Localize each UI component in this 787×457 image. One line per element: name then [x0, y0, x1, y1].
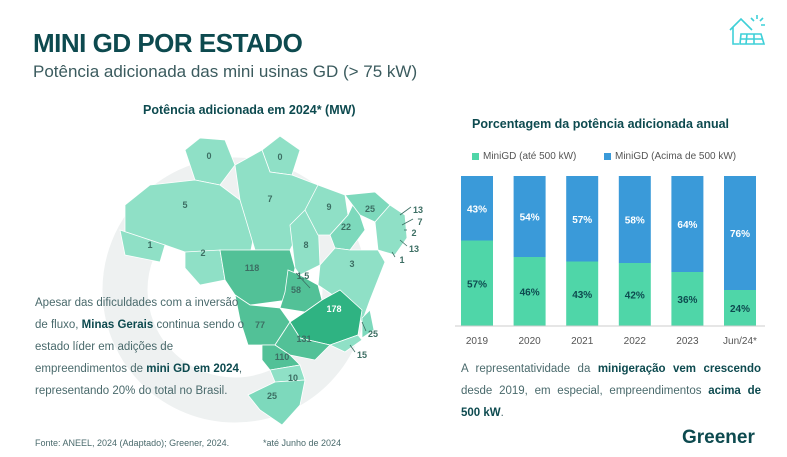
bar-label: 64% — [677, 220, 697, 231]
state-ro — [184, 249, 226, 286]
state-value-rr: 0 — [206, 151, 211, 161]
leader-line — [399, 239, 408, 247]
state-value-ap: 0 — [277, 152, 282, 162]
legend-label: MiniGD (até 500 kW) — [483, 151, 577, 162]
state-value-es: 25 — [368, 329, 378, 339]
page-subtitle: Potência adicionada das mini usinas GD (… — [33, 62, 418, 81]
x-tick-label: 2020 — [518, 336, 541, 347]
x-tick-label: 2023 — [676, 336, 699, 347]
state-es — [361, 309, 375, 339]
state-value-rs: 25 — [267, 391, 277, 401]
chart-title: Porcentagem da potência adicionada anual — [472, 117, 730, 131]
state-value-pi: 22 — [341, 222, 351, 232]
right-text-bold: minigeração vem crescendo — [597, 363, 762, 375]
bar-label: 43% — [467, 204, 487, 215]
bar-label: 46% — [520, 288, 540, 299]
state-value-am: 5 — [182, 200, 187, 210]
legend-label: MiniGD (Acima de 500 kW) — [615, 151, 737, 162]
state-value-pr: 110 — [275, 352, 290, 362]
state-value-se: 1 — [399, 255, 404, 265]
bar-large-5 — [724, 176, 756, 290]
bar-small-3 — [618, 263, 651, 326]
state-ba — [317, 247, 386, 323]
bar-label: 54% — [520, 213, 540, 224]
bar-large-1 — [513, 176, 546, 257]
right-text-part: desde 2019, em especial, empreendimentos — [461, 385, 709, 397]
source-note: Fonte: ANEEL, 2024 (Adaptado); Greener, … — [35, 438, 230, 448]
footnote: *até Junho de 2024 — [263, 438, 342, 448]
state-value-ac: 1 — [147, 240, 152, 250]
leader-line — [295, 272, 311, 289]
left-description: Apesar das dificuldades com a inversão d… — [35, 292, 245, 402]
legend-item-large: MiniGD (Acima de 500 kW) — [604, 151, 736, 162]
leader-line — [401, 218, 414, 226]
bar-large-4 — [671, 176, 704, 272]
legend-item-small: MiniGD (até 500 kW) — [472, 151, 576, 162]
stacked-bar-chart: 57% 43% 2019 46% 54% 2020 43% 57% 2021 42% 58% 2022… — [455, 176, 765, 347]
state-value-pb: 7 — [417, 217, 422, 227]
solar-house-icon — [729, 15, 766, 45]
page-title: MINI GD POR ESTADO — [33, 28, 303, 58]
state-value-ma: 9 — [326, 202, 331, 212]
bar-label: 43% — [572, 290, 592, 301]
x-tick-label: 2022 — [624, 336, 647, 347]
state-value-rn: 13 — [413, 205, 423, 215]
x-tick-label: Jun/24* — [723, 336, 757, 347]
state-value-mt: 118 — [245, 263, 260, 273]
state-value-sp: 131 — [296, 334, 311, 344]
bar-label: 24% — [730, 304, 750, 315]
bar-label: 36% — [677, 295, 697, 306]
state-rs — [247, 379, 306, 426]
bar-label: 57% — [572, 215, 592, 226]
state-value-rj: 15 — [357, 350, 367, 360]
state-value-go: 58 — [291, 285, 301, 295]
state-value-sc: 10 — [288, 373, 298, 383]
right-text-part: . — [500, 407, 504, 419]
bar-label: 58% — [625, 216, 645, 227]
greener-logo: Greener — [682, 427, 755, 448]
bar-large-2 — [566, 176, 599, 262]
leader-line — [399, 206, 412, 216]
state-value-ro: 2 — [200, 248, 205, 258]
left-text-part: Apesar das dificuldades com a inversão d… — [35, 297, 239, 331]
bar-label: 76% — [730, 229, 750, 240]
bar-label: 57% — [467, 279, 487, 290]
state-rj — [328, 334, 363, 353]
bar-small-2 — [566, 261, 599, 326]
right-text-bold: acima de 500 kW — [461, 385, 761, 419]
state-value-ce: 25 — [365, 204, 375, 214]
bar-small-4 — [671, 272, 704, 326]
state-value-al: 13 — [409, 244, 419, 254]
bar-small-5 — [724, 290, 756, 326]
bar-label: 42% — [625, 291, 645, 302]
leader-line — [349, 344, 356, 353]
left-text-part: continua sendo o estado líder em adições… — [35, 319, 245, 375]
state-value-ms: 77 — [255, 320, 265, 330]
bar-large-3 — [618, 176, 651, 263]
state-value-pe: 2 — [411, 228, 416, 238]
bar-large-0 — [461, 176, 493, 241]
bar-small-1 — [513, 257, 546, 326]
x-tick-label: 2019 — [466, 336, 489, 347]
state-ac — [119, 229, 166, 263]
state-value-mg: 178 — [326, 304, 341, 314]
right-text-part: A representatividade da — [461, 363, 598, 375]
leader-line — [391, 251, 396, 258]
x-tick-label: 2021 — [571, 336, 594, 347]
state-value-df: 1,5 — [297, 271, 310, 281]
left-text-bold: Minas Gerais — [81, 319, 154, 331]
state-value-ba: 3 — [349, 259, 354, 269]
left-text-bold: mini GD em 2024 — [146, 363, 239, 375]
state-value-pa: 7 — [267, 194, 272, 204]
right-description: A representatividade da minigeração vem … — [461, 358, 761, 424]
bar-small-0 — [461, 240, 493, 326]
state-value-to: 8 — [303, 240, 308, 250]
leader-line — [361, 321, 367, 332]
map-title: Potência adicionada em 2024* (MW) — [143, 103, 356, 117]
left-text-part: , representando 20% do total no Brasil. — [35, 363, 243, 397]
